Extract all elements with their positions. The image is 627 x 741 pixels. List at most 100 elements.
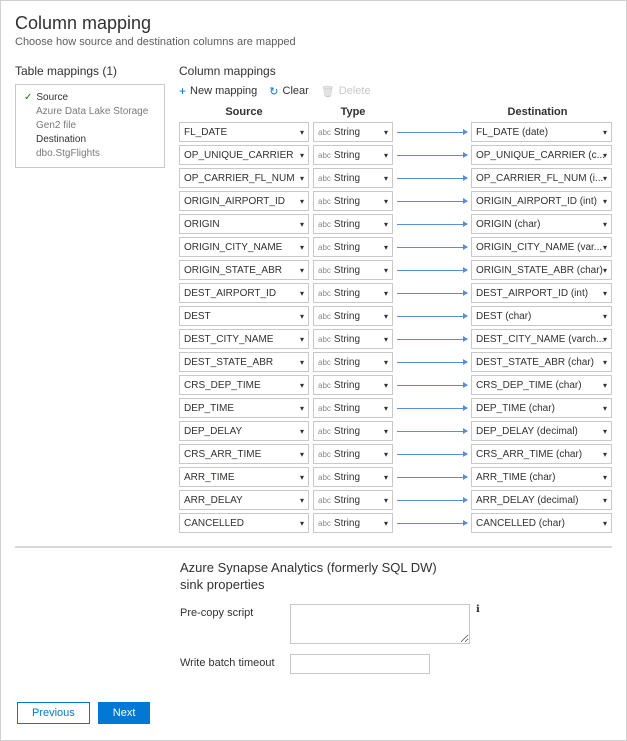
dest-dropdown[interactable]: CRS_DEP_TIME (char)▾ xyxy=(471,375,612,395)
type-dropdown[interactable]: abcString▾ xyxy=(313,260,393,280)
type-dropdown[interactable]: abcString▾ xyxy=(313,513,393,533)
source-dropdown[interactable]: ORIGIN▾ xyxy=(179,214,309,234)
source-dropdown[interactable]: FL_DATE▾ xyxy=(179,122,309,142)
dest-dropdown[interactable]: ORIGIN_CITY_NAME (var...▾ xyxy=(471,237,612,257)
precopy-input[interactable] xyxy=(290,604,470,644)
arrow-icon xyxy=(397,178,467,179)
dest-dropdown[interactable]: OP_UNIQUE_CARRIER (c...▾ xyxy=(471,145,612,165)
dest-value: DEST_STATE_ABR (char) xyxy=(476,357,594,368)
dest-dropdown[interactable]: DEST (char)▾ xyxy=(471,306,612,326)
source-dropdown[interactable]: CRS_DEP_TIME▾ xyxy=(179,375,309,395)
dest-value: ORIGIN (char) xyxy=(476,219,540,230)
type-value: String xyxy=(334,449,360,460)
precopy-label: Pre-copy script xyxy=(180,604,290,619)
type-dropdown[interactable]: abcString▾ xyxy=(313,421,393,441)
type-dropdown[interactable]: abcString▾ xyxy=(313,329,393,349)
source-dropdown[interactable]: ARR_DELAY▾ xyxy=(179,490,309,510)
caret-icon: ▾ xyxy=(603,243,607,252)
type-dropdown[interactable]: abcString▾ xyxy=(313,145,393,165)
sink-subtitle: sink properties xyxy=(180,577,612,592)
next-button[interactable]: Next xyxy=(98,702,151,724)
type-dropdown[interactable]: abcString▾ xyxy=(313,375,393,395)
type-dropdown[interactable]: abcString▾ xyxy=(313,168,393,188)
source-dropdown[interactable]: ORIGIN_AIRPORT_ID▾ xyxy=(179,191,309,211)
type-dropdown[interactable]: abcString▾ xyxy=(313,467,393,487)
source-dropdown[interactable]: DEP_DELAY▾ xyxy=(179,421,309,441)
dest-dropdown[interactable]: DEP_TIME (char)▾ xyxy=(471,398,612,418)
caret-icon: ▾ xyxy=(603,496,607,505)
new-mapping-button[interactable]: + New mapping xyxy=(179,84,257,98)
type-dropdown[interactable]: abcString▾ xyxy=(313,191,393,211)
type-dropdown[interactable]: abcString▾ xyxy=(313,237,393,257)
caret-icon: ▾ xyxy=(300,312,304,321)
dest-dropdown[interactable]: DEST_CITY_NAME (varch...▾ xyxy=(471,329,612,349)
source-dropdown[interactable]: CANCELLED▾ xyxy=(179,513,309,533)
type-dropdown[interactable]: abcString▾ xyxy=(313,214,393,234)
caret-icon: ▾ xyxy=(603,174,607,183)
dest-dropdown[interactable]: OP_CARRIER_FL_NUM (i...▾ xyxy=(471,168,612,188)
mapping-row: DEST_AIRPORT_ID▾abcString▾ DEST_AIRPORT_I… xyxy=(179,283,612,303)
mapping-row: ORIGIN_STATE_ABR▾abcString▾ ORIGIN_STATE_… xyxy=(179,260,612,280)
previous-button[interactable]: Previous xyxy=(17,702,90,724)
type-dropdown[interactable]: abcString▾ xyxy=(313,490,393,510)
source-dropdown[interactable]: OP_CARRIER_FL_NUM▾ xyxy=(179,168,309,188)
arrow-icon xyxy=(397,454,467,455)
source-dropdown[interactable]: DEP_TIME▾ xyxy=(179,398,309,418)
dest-value: ORIGIN_AIRPORT_ID (int) xyxy=(476,196,597,207)
type-value: String xyxy=(334,173,360,184)
type-dropdown[interactable]: abcString▾ xyxy=(313,398,393,418)
abc-icon: abc xyxy=(318,473,331,482)
dest-dropdown[interactable]: DEP_DELAY (decimal)▾ xyxy=(471,421,612,441)
footer: Previous Next xyxy=(15,702,612,728)
delete-button[interactable]: 🗑 Delete xyxy=(321,85,371,98)
source-dropdown[interactable]: DEST_STATE_ABR▾ xyxy=(179,352,309,372)
source-dropdown[interactable]: DEST▾ xyxy=(179,306,309,326)
caret-icon: ▾ xyxy=(384,404,388,413)
dest-value: DEP_TIME (char) xyxy=(476,403,555,414)
dest-dropdown[interactable]: DEST_STATE_ABR (char) ▾ xyxy=(471,352,612,372)
abc-icon: abc xyxy=(318,151,331,160)
source-dropdown[interactable]: DEST_AIRPORT_ID▾ xyxy=(179,283,309,303)
mapping-row: CRS_DEP_TIME▾abcString▾ CRS_DEP_TIME (cha… xyxy=(179,375,612,395)
source-dropdown[interactable]: ARR_TIME▾ xyxy=(179,467,309,487)
source-dropdown[interactable]: OP_UNIQUE_CARRIER▾ xyxy=(179,145,309,165)
dest-dropdown[interactable]: CRS_ARR_TIME (char)▾ xyxy=(471,444,612,464)
dest-dropdown[interactable]: FL_DATE (date)▾ xyxy=(471,122,612,142)
dest-value: ORIGIN_STATE_ABR (char) xyxy=(476,265,603,276)
caret-icon: ▾ xyxy=(384,427,388,436)
mapping-row: OP_UNIQUE_CARRIER▾abcString▾ OP_UNIQUE_CA… xyxy=(179,145,612,165)
source-value: DEP_DELAY xyxy=(184,426,242,437)
type-dropdown[interactable]: abcString▾ xyxy=(313,283,393,303)
type-dropdown[interactable]: abcString▾ xyxy=(313,306,393,326)
type-value: String xyxy=(334,403,360,414)
type-dropdown[interactable]: abcString▾ xyxy=(313,444,393,464)
source-dropdown[interactable]: ORIGIN_CITY_NAME▾ xyxy=(179,237,309,257)
dest-dropdown[interactable]: ORIGIN (char)▾ xyxy=(471,214,612,234)
dest-value: DEST_CITY_NAME (varch... xyxy=(476,334,604,345)
source-value: ORIGIN_CITY_NAME xyxy=(184,242,282,253)
type-dropdown[interactable]: abcString▾ xyxy=(313,122,393,142)
source-dropdown[interactable]: CRS_ARR_TIME▾ xyxy=(179,444,309,464)
dest-dropdown[interactable]: ARR_TIME (char)▾ xyxy=(471,467,612,487)
dest-dropdown[interactable]: DEST_AIRPORT_ID (int)▾ xyxy=(471,283,612,303)
caret-icon: ▾ xyxy=(384,358,388,367)
source-label: Source xyxy=(36,91,68,105)
caret-icon: ▾ xyxy=(300,381,304,390)
source-dropdown[interactable]: DEST_CITY_NAME▾ xyxy=(179,329,309,349)
source-dropdown[interactable]: ORIGIN_STATE_ABR▾ xyxy=(179,260,309,280)
dest-value: ARR_TIME (char) xyxy=(476,472,555,483)
info-icon[interactable]: ℹ xyxy=(476,604,480,615)
dest-dropdown[interactable]: ORIGIN_AIRPORT_ID (int)▾ xyxy=(471,191,612,211)
batch-timeout-input[interactable] xyxy=(290,654,430,674)
type-dropdown[interactable]: abcString▾ xyxy=(313,352,393,372)
dest-value: CRS_ARR_TIME (char) xyxy=(476,449,582,460)
source-value: DEST_STATE_ABR xyxy=(184,357,273,368)
table-mapping-card[interactable]: ✓ Source Azure Data Lake Storage Gen2 fi… xyxy=(15,84,165,168)
check-icon: ✓ xyxy=(24,91,32,105)
caret-icon: ▾ xyxy=(603,358,607,367)
dest-dropdown[interactable]: CANCELLED (char)▾ xyxy=(471,513,612,533)
clear-button[interactable]: ↻ Clear xyxy=(269,85,309,98)
dest-dropdown[interactable]: ORIGIN_STATE_ABR (char)▾ xyxy=(471,260,612,280)
dest-dropdown[interactable]: ARR_DELAY (decimal)▾ xyxy=(471,490,612,510)
mapping-row: CANCELLED▾abcString▾ CANCELLED (char)▾ xyxy=(179,513,612,533)
